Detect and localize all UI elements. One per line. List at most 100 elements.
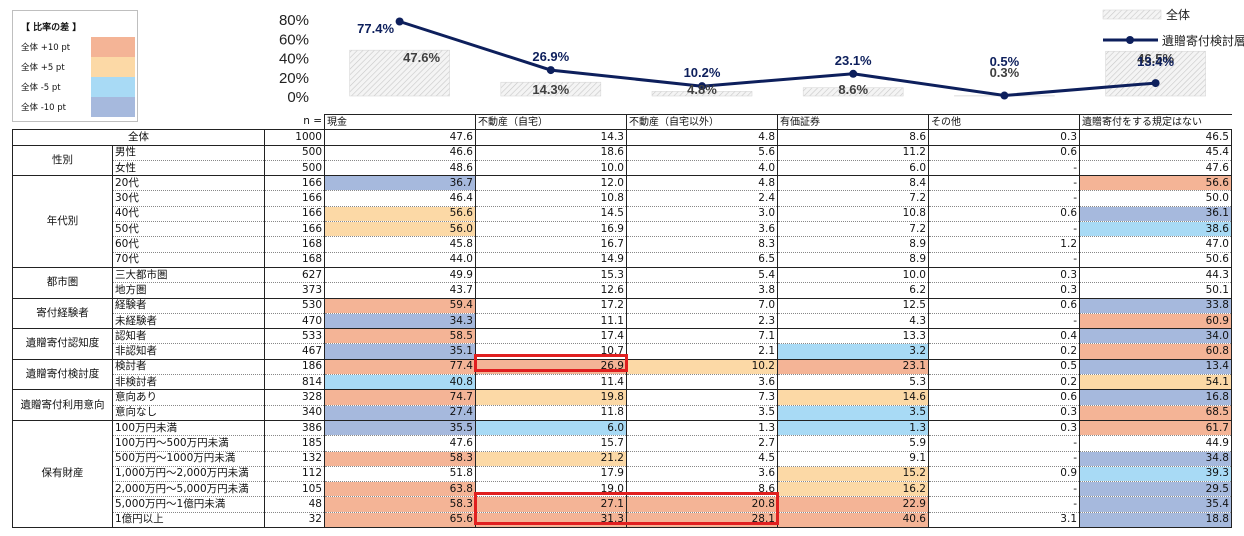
table-cell: 7.0	[626, 298, 778, 314]
data-table: n = 現金 不動産（自宅） 不動産（自宅以外） 有価証券 その他 遺贈寄付をする規定はない…	[12, 113, 1232, 529]
table-cell: 0.3	[928, 267, 1080, 284]
legend-label-bar: 全体	[1166, 7, 1190, 22]
line-point	[395, 17, 404, 26]
table-cell: 2.4	[626, 190, 778, 207]
row-label: 非検討者	[112, 374, 265, 391]
table-cell: 47.6	[324, 435, 476, 452]
row-n: 470	[264, 313, 325, 330]
table-cell: 15.3	[475, 267, 627, 284]
row-label: 意向あり	[112, 389, 265, 406]
row-n: 166	[264, 206, 325, 223]
row-n: 168	[264, 252, 325, 268]
row-label: 2,000万円～5,000万円未満	[112, 481, 265, 498]
table-cell: 9.1	[777, 451, 929, 467]
table-cell: -	[928, 496, 1080, 513]
row-n: 340	[264, 405, 325, 421]
legend-label-line: 遺贈寄付検討層	[1162, 33, 1244, 48]
table-cell: 63.8	[324, 481, 476, 498]
group-label: 遺贈寄付検討度	[12, 359, 113, 391]
table-cell: 12.0	[475, 175, 627, 192]
table-cell: 33.8	[1079, 298, 1232, 314]
table-cell: 2.7	[626, 435, 778, 452]
table-cell: 2.3	[626, 313, 778, 330]
line-data-label: 0.5%	[990, 54, 1020, 69]
row-label: 未経験者	[112, 313, 265, 330]
legend-swatch-bar	[1102, 9, 1162, 20]
table-cell: 60.9	[1079, 313, 1232, 330]
bar-data-label: 14.3%	[532, 82, 569, 97]
table-cell: 27.1	[475, 496, 627, 513]
table-cell: 15.7	[475, 435, 627, 452]
table-cell: -	[928, 175, 1080, 192]
bar	[349, 49, 450, 97]
table-cell: 18.8	[1079, 512, 1232, 529]
bar-data-label: 46.5%	[1137, 51, 1174, 66]
column-header: 遺贈寄付をする規定はない	[1079, 113, 1232, 131]
table-cell: -	[928, 221, 1080, 238]
table-cell: 14.3	[475, 129, 627, 146]
table-cell: 26.9	[475, 359, 627, 376]
legend-row-plus5: 全体 +5 pt	[21, 57, 135, 77]
table-cell: 34.0	[1079, 328, 1232, 345]
column-header: 不動産（自宅以外）	[626, 113, 778, 131]
row-n: 386	[264, 420, 325, 437]
row-n: 186	[264, 359, 325, 376]
table-cell: 45.4	[1079, 145, 1232, 161]
table-cell: 7.1	[626, 328, 778, 345]
table-cell: 44.0	[324, 252, 476, 268]
table-row: 50代 166 56.0 16.9 3.6 7.2-38.6	[13, 221, 1232, 238]
table-cell: 3.2	[777, 343, 929, 360]
table-cell: 0.6	[928, 145, 1080, 161]
table-cell: 6.2	[777, 282, 929, 299]
group-label: 年代別	[12, 175, 113, 268]
table-cell: 21.2	[475, 451, 627, 467]
bar	[651, 91, 753, 97]
legend-label-plus5: 全体 +5 pt	[21, 63, 65, 73]
legend-label-plus10: 全体 +10 pt	[21, 43, 71, 53]
row-label: 非認知者	[112, 343, 265, 360]
table-cell: 11.1	[475, 313, 627, 330]
y-tick-label: 40%	[279, 51, 309, 68]
legend-swatch-minus5	[91, 77, 135, 97]
table-cell: 10.0	[475, 160, 627, 177]
table-row: 500万円～1000万円未満 132 58.3 21.2 4.5 9.1-34.8	[13, 451, 1232, 467]
table-cell: 0.5	[928, 359, 1080, 376]
table-row: 遺贈寄付検討度 検討者 186 77.4 26.9 10.2 23.1 0.5 13.4	[12, 359, 1232, 391]
table-row: 性別 男性 500 46.6 18.6 5.6 11.2 0.6 45.4	[12, 145, 1232, 177]
line-point	[849, 69, 858, 78]
table-cell: 58.3	[324, 496, 476, 513]
table-cell: 16.9	[475, 221, 627, 238]
row-label: 地方圏	[112, 282, 265, 299]
table-cell: 6.5	[626, 252, 778, 268]
row-n: 500	[264, 160, 325, 177]
group-label: 性別	[12, 145, 113, 177]
legend-swatch-minus10	[91, 97, 135, 117]
column-header: 現金	[324, 113, 476, 131]
row-label: 30代	[112, 190, 265, 207]
table-cell: 46.6	[324, 145, 476, 161]
table-cell: 40.6	[777, 512, 929, 529]
row-n: 533	[264, 328, 325, 345]
legend-row-minus5: 全体 -5 pt	[21, 77, 135, 97]
table-row: 5,000万円～1億円未満 48 58.3 27.1 20.8 22.9-35.4	[13, 496, 1232, 513]
table-row: 保有財産 100万円未満 386 35.5 6.0 1.3 1.3 0.3 61.7	[12, 420, 1232, 529]
row-label: 60代	[112, 236, 265, 253]
row-label: 男性	[112, 145, 265, 161]
table-row: 女性 500 48.6 10.0 4.0 6.0-47.6	[13, 160, 1232, 177]
table-cell: 0.2	[928, 374, 1080, 391]
row-label: 1億円以上	[112, 512, 265, 529]
table-cell: 38.6	[1079, 221, 1232, 238]
table-cell: 35.5	[324, 420, 476, 437]
row-label: 100万円未満	[112, 420, 265, 437]
table-cell: 8.6	[777, 129, 929, 146]
bar	[1105, 50, 1206, 97]
table-cell: 17.4	[475, 328, 627, 345]
table-row: 40代 166 56.6 14.5 3.0 10.8 0.6 36.1	[13, 206, 1232, 223]
table-cell: 17.9	[475, 466, 627, 483]
table-cell: 50.1	[1079, 282, 1232, 299]
table-row: 非検討者 814 40.8 11.4 3.6 5.3 0.2 54.1	[13, 374, 1232, 391]
table-cell: 34.3	[324, 313, 476, 330]
table-cell: 34.8	[1079, 451, 1232, 467]
table-cell: 11.4	[475, 374, 627, 391]
table-cell: 0.3	[928, 129, 1080, 146]
